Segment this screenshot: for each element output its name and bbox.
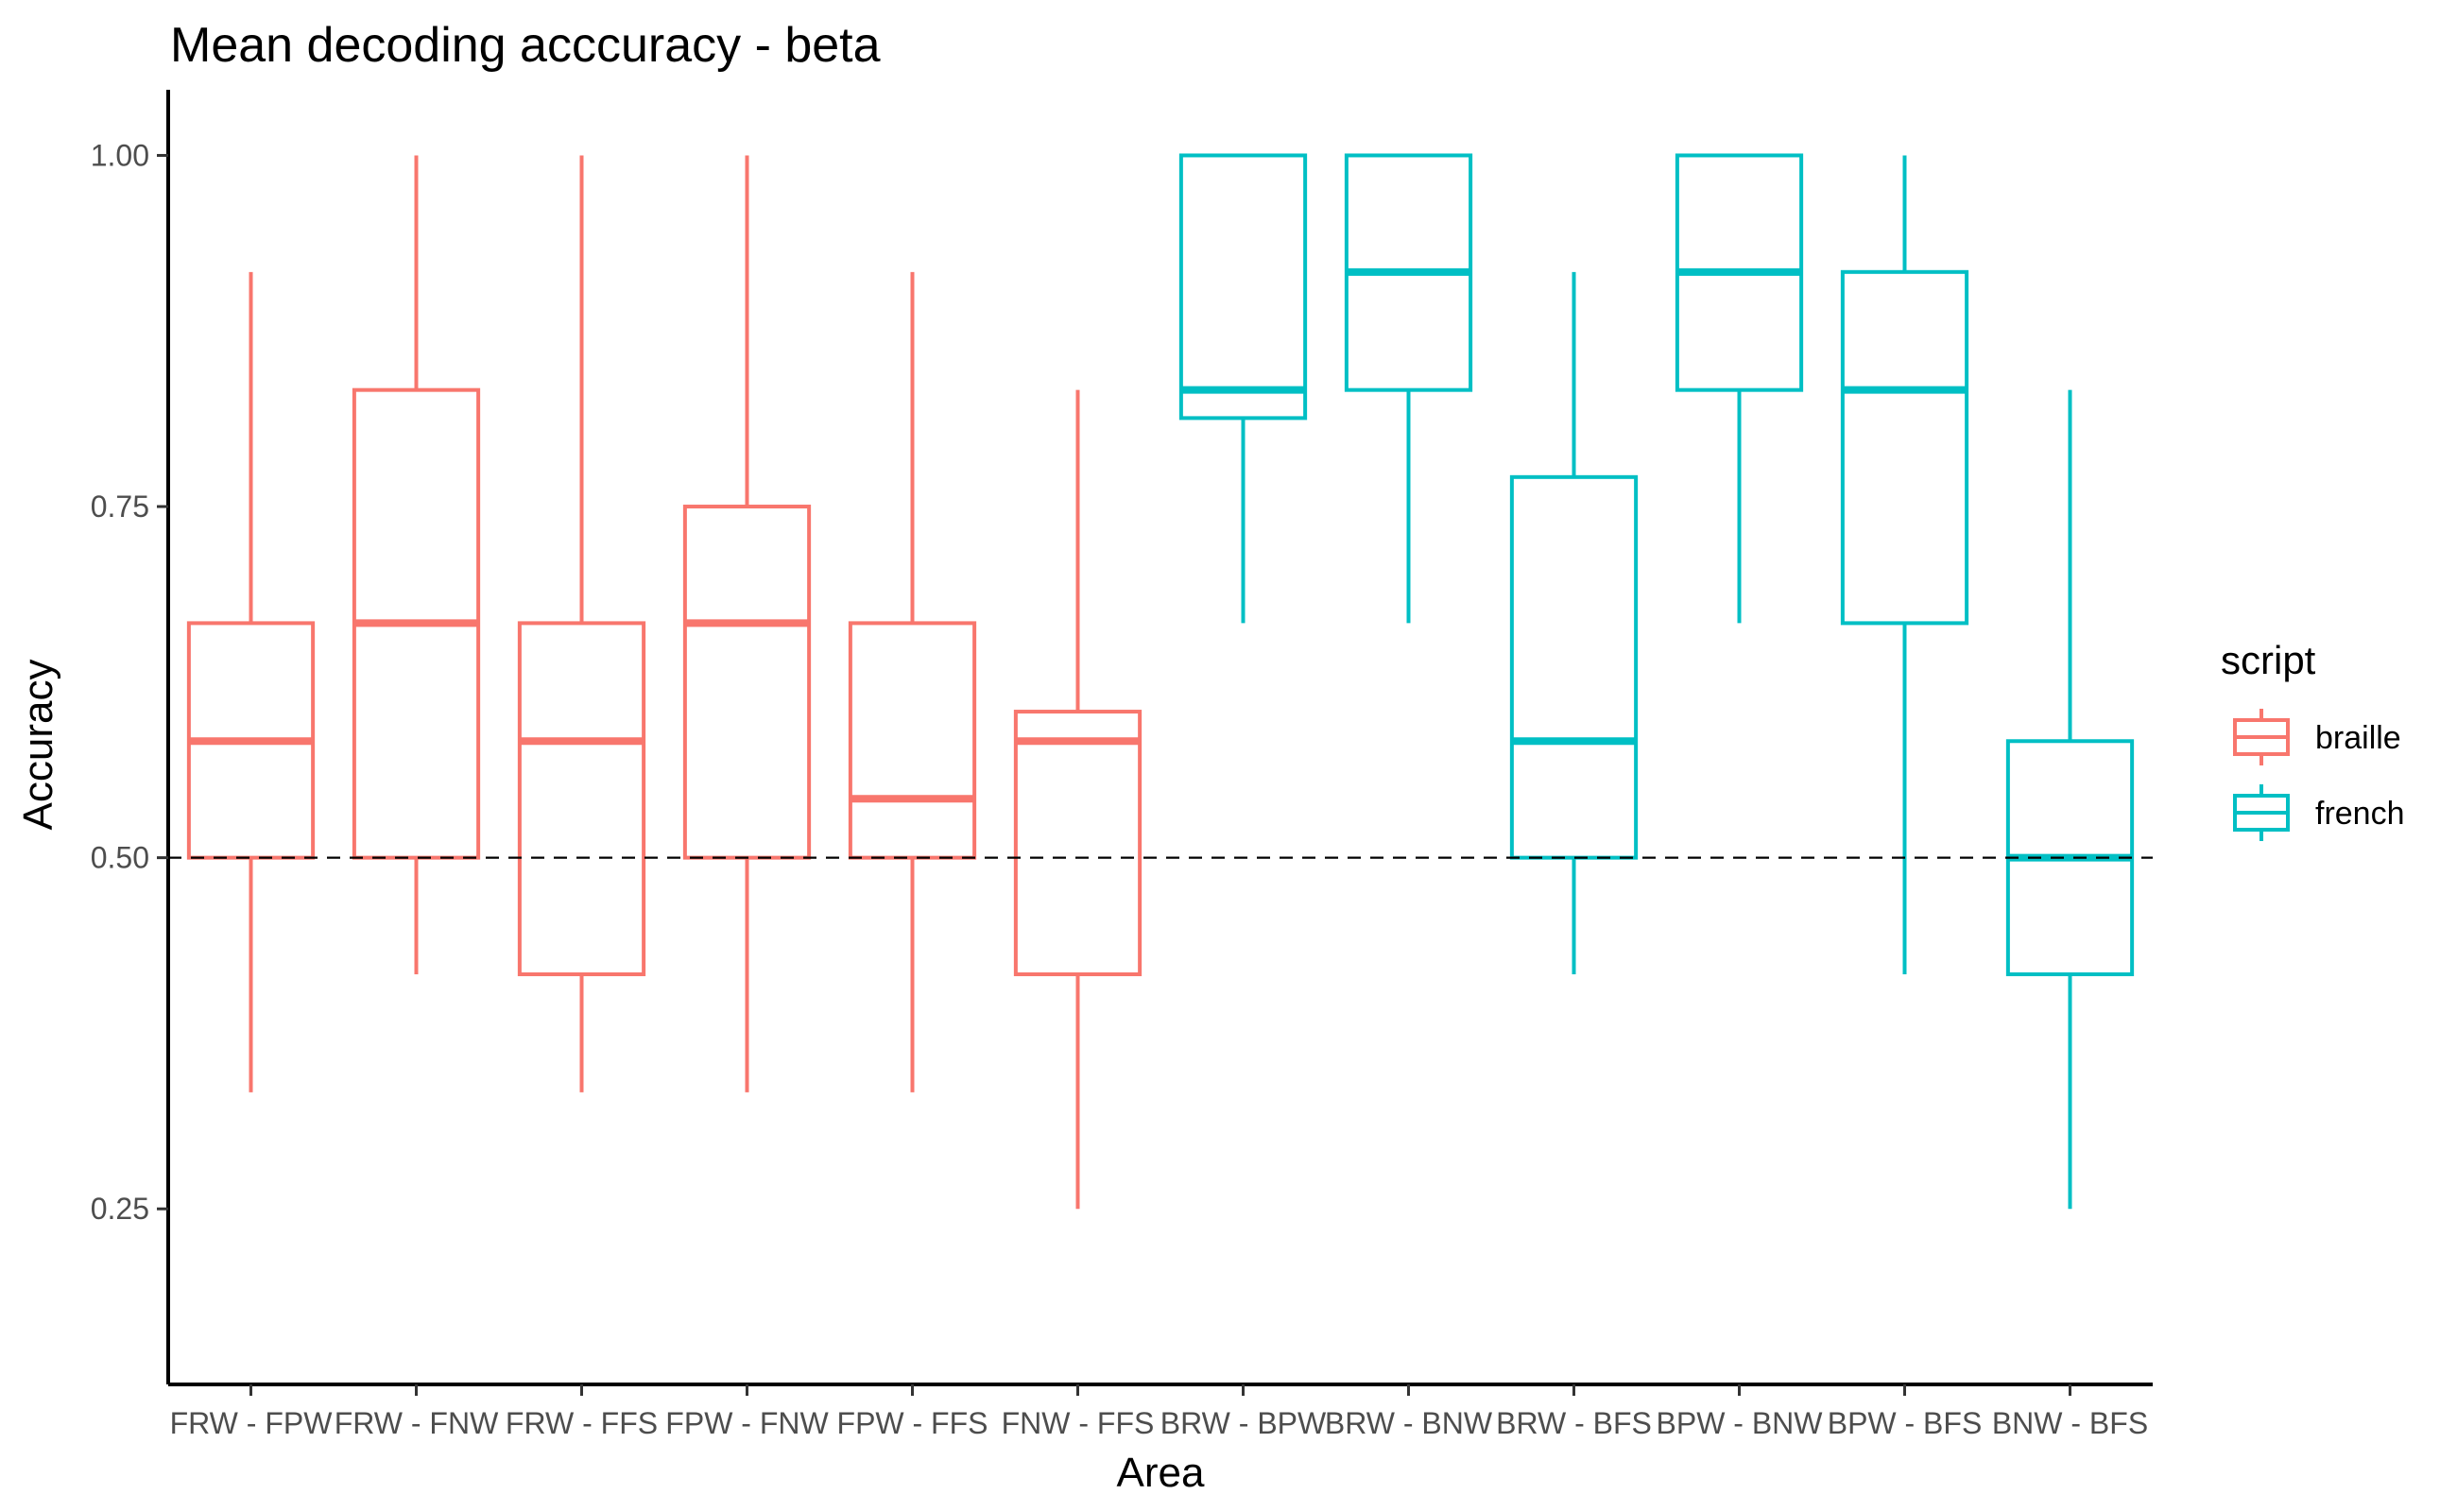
x-tick-label: FRW - FPW xyxy=(170,1406,334,1440)
box-group xyxy=(1675,153,1804,624)
box-group xyxy=(1840,155,1969,974)
box xyxy=(517,621,646,976)
box xyxy=(1840,269,1969,626)
legend-label: braille xyxy=(2315,720,2401,756)
legend-item: french xyxy=(2233,784,2405,841)
x-tick-label: FPW - FFS xyxy=(837,1406,988,1440)
box-group xyxy=(1509,271,1639,974)
x-tick-label: FPW - FNW xyxy=(665,1406,829,1440)
box-group xyxy=(352,155,481,974)
box-group xyxy=(682,155,812,1092)
legend-title: script xyxy=(2221,638,2316,682)
box xyxy=(1013,710,1143,976)
box-group xyxy=(1013,389,1143,1210)
box-group xyxy=(2005,389,2135,1210)
legend-label: french xyxy=(2315,796,2405,832)
x-tick-label: BRW - BPW xyxy=(1160,1406,1327,1440)
x-tick-label: BNW - BFS xyxy=(1992,1406,2148,1440)
box-group xyxy=(517,155,646,1092)
x-axis-title: Area xyxy=(1117,1450,1205,1496)
legend-items: braille french xyxy=(2233,709,2405,841)
box xyxy=(1509,474,1639,860)
y-axis-title: Accuracy xyxy=(15,660,61,831)
box-group xyxy=(1178,153,1308,624)
box-group xyxy=(1344,153,1473,624)
x-axis: FRW - FPW FRW - FNW FRW - FFS FPW - FNW FPW … xyxy=(168,1383,2153,1440)
legend-item: braille xyxy=(2233,709,2401,765)
y-axis: 0.25 0.50 0.75 1.00 xyxy=(91,90,170,1384)
x-tick-label: BPW - BNW xyxy=(1657,1406,1824,1440)
x-tick-label: FRW - FNW xyxy=(335,1406,499,1440)
legend: script braille french xyxy=(2221,638,2405,841)
x-tick-label: BRW - BNW xyxy=(1325,1406,1493,1440)
box-group xyxy=(186,271,316,1092)
y-tick-label: 0.50 xyxy=(91,841,149,875)
x-tick-label: BRW - BFS xyxy=(1496,1406,1652,1440)
box xyxy=(1178,153,1308,421)
box-group xyxy=(848,271,977,1092)
y-tick-label: 0.75 xyxy=(91,490,149,524)
x-tick-label: BPW - BFS xyxy=(1828,1406,1983,1440)
box xyxy=(848,621,977,860)
y-tick-label: 0.25 xyxy=(91,1192,149,1226)
plot-area xyxy=(186,153,2135,1210)
x-tick-label: FNW - FFS xyxy=(1002,1406,1155,1440)
x-tick-label: FRW - FFS xyxy=(506,1406,658,1440)
box xyxy=(682,505,812,860)
chart-title: Mean decoding acccuracy - beta xyxy=(170,18,881,73)
y-tick-label: 1.00 xyxy=(91,138,149,172)
